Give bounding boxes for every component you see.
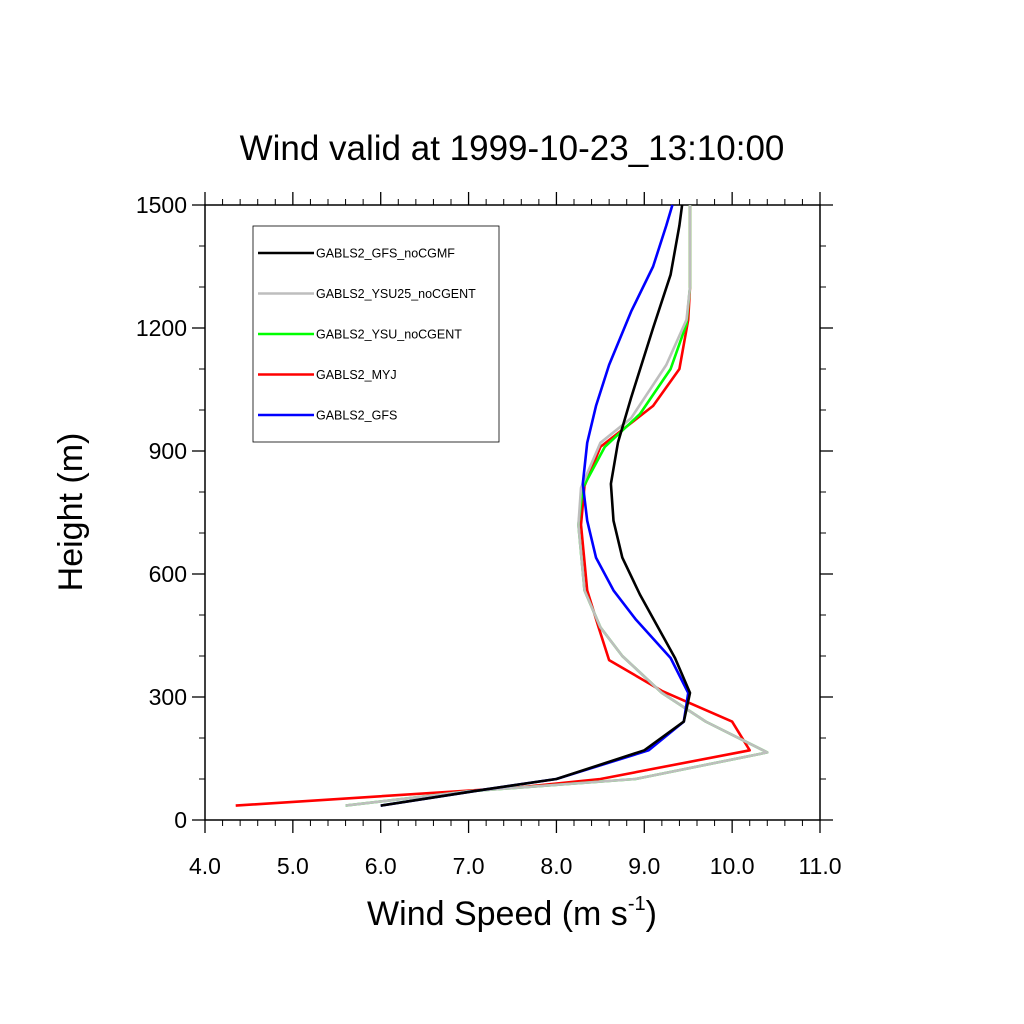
chart-title: Wind valid at 1999-10-23_13:10:00 [240,129,785,168]
y-axis-label: Height (m) [52,433,90,592]
y-tick-label: 1200 [136,315,187,341]
x-tick-label: 5.0 [277,853,309,879]
series-line-GABLS2_GFS_noCGMF [380,204,692,807]
series-line-GABLS2_GFS [380,204,690,807]
x-tick-labels: 4.0 5.0 6.0 7.0 8.0 9.0 10.0 11.0 [189,853,842,879]
legend-label: GABLS2_GFS_noCGMF [316,247,455,261]
series-line-GABLS2_MYJ [235,205,752,807]
y-tick-label: 1500 [136,192,187,218]
y-tick-label: 300 [149,684,187,710]
x-tick-label: 8.0 [540,853,572,879]
x-axis-label-end: ) [646,895,657,933]
plot-frame [204,204,821,821]
legend: GABLS2_GFS_noCGMF GABLS2_YSU25_noCGENT GAB… [252,225,500,443]
y-tick-label: 900 [149,438,187,464]
x-axis-label-main: Wind Speed (m s [367,895,628,933]
legend-label: GABLS2_YSU_noCGENT [316,328,462,342]
x-tick-label: 11.0 [798,853,841,879]
x-tick-label: 7.0 [453,853,485,879]
legend-label: GABLS2_YSU25_noCGENT [316,287,476,301]
legend-label: GABLS2_GFS [316,409,397,423]
x-tick-label: 6.0 [365,853,397,879]
x-axis-label-superscript: -1 [628,893,646,915]
y-tick-label: 600 [149,561,187,587]
series-line-GABLS2_YSU25_noCGENT [345,205,769,807]
x-axis-label: Wind Speed (m s-1) [367,893,657,933]
series-lines [235,204,769,807]
axis-ticks [192,192,833,833]
x-tick-label: 10.0 [710,853,755,879]
x-tick-label: 9.0 [628,853,660,879]
y-tick-label: 0 [174,807,187,833]
legend-label: GABLS2_MYJ [316,368,397,382]
y-tick-labels: 0 300 600 900 1200 1500 [136,192,187,833]
x-tick-label: 4.0 [189,853,221,879]
